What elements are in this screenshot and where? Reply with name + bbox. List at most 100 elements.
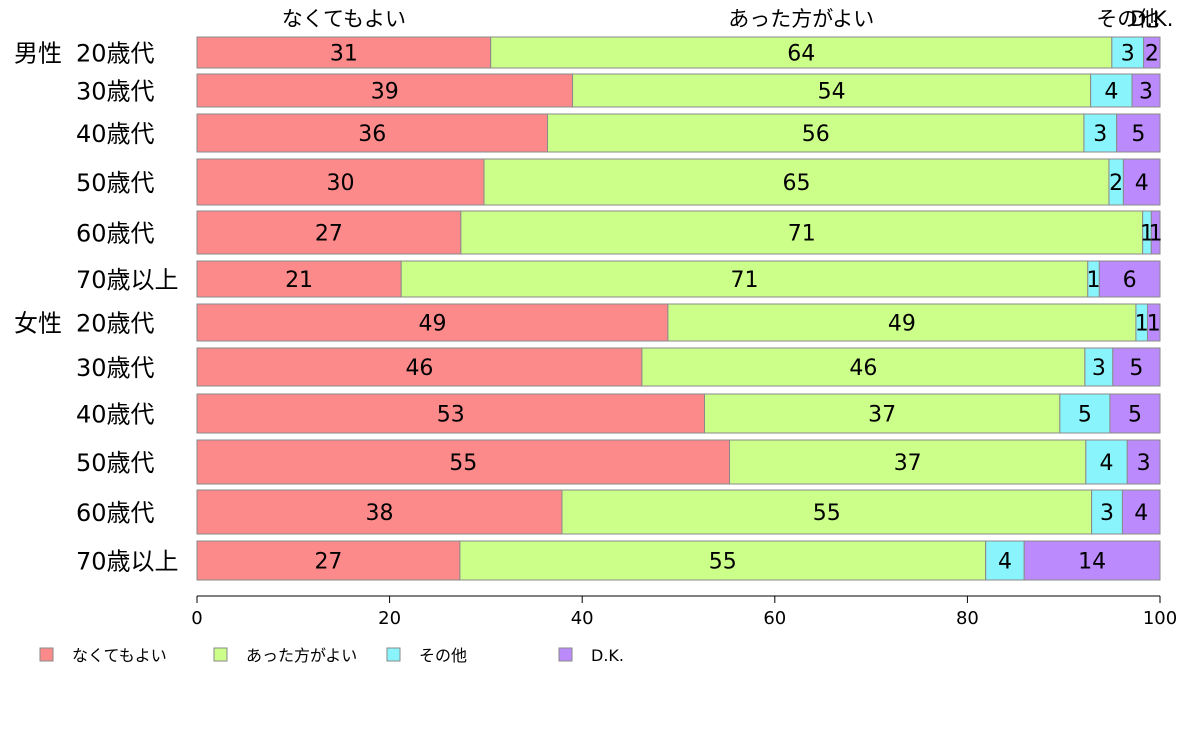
- top-series-label: あった方がよい: [728, 7, 874, 31]
- data-label: 2: [1109, 171, 1123, 196]
- category-label: 60歳代: [76, 220, 155, 248]
- bar-segment: [196, 158, 485, 206]
- data-label: 36: [358, 122, 386, 147]
- data-label: 56: [802, 122, 830, 147]
- bar-segment: [561, 489, 1093, 535]
- data-label: 5: [1131, 122, 1145, 147]
- top-series-label: その他: [1096, 7, 1159, 31]
- data-label: 27: [315, 222, 343, 247]
- bar-segment: [1122, 158, 1161, 206]
- bar-segment: [196, 210, 462, 255]
- bar-segment: [641, 347, 1086, 387]
- data-label: 31: [330, 42, 358, 67]
- bar-segment: [667, 303, 1137, 342]
- bar-segment: [704, 393, 1061, 434]
- category-label: 40歳代: [76, 120, 155, 148]
- bar-segment: [1131, 73, 1161, 108]
- data-label: 3: [1100, 501, 1114, 526]
- data-label: 30: [326, 171, 354, 196]
- category-label: 40歳代: [76, 401, 155, 429]
- bar-segment: [1126, 439, 1161, 485]
- category-label: 30歳代: [76, 78, 155, 106]
- data-label: 55: [449, 451, 477, 476]
- bar-segment: [1116, 113, 1161, 153]
- data-label: 6: [1123, 268, 1137, 293]
- bar-segment: [1112, 347, 1161, 387]
- bar-segment: [483, 158, 1110, 206]
- data-label: 3: [1137, 451, 1151, 476]
- data-label: 14: [1078, 550, 1106, 575]
- data-label: 5: [1128, 403, 1142, 428]
- data-label: 64: [787, 42, 815, 67]
- bar-segment: [1146, 303, 1161, 342]
- data-label: 54: [818, 80, 846, 105]
- data-label: 1: [1087, 268, 1101, 293]
- bar-segment: [490, 36, 1113, 69]
- bar-segment: [196, 113, 549, 153]
- bar-segment: [1121, 489, 1161, 535]
- bar-segment: [1150, 210, 1161, 255]
- data-label: 1: [1147, 312, 1161, 337]
- data-label: 4: [1100, 451, 1114, 476]
- bar-segment: [1023, 540, 1161, 581]
- category-label: 60歳代: [76, 499, 155, 527]
- bar-segment: [1083, 113, 1118, 153]
- category-label: 70歳以上: [76, 548, 179, 576]
- bar-segment: [459, 540, 987, 581]
- bar-segment: [196, 439, 731, 485]
- data-label: 71: [730, 268, 758, 293]
- group-label: 男性: [14, 40, 62, 68]
- bar-segment: [1143, 36, 1161, 69]
- bar-segment: [196, 489, 563, 535]
- category-label: 30歳代: [76, 354, 155, 382]
- x-tick-label: 40: [571, 608, 594, 629]
- legend-label: なくてもよい: [72, 646, 167, 665]
- x-axis: 0 20 40 60 80 100: [191, 595, 1177, 629]
- bar-segment: [729, 439, 1087, 485]
- data-label: 3: [1092, 356, 1106, 381]
- bar-segment: [1111, 36, 1145, 69]
- data-label: 1: [1140, 222, 1154, 247]
- data-label: 71: [788, 222, 816, 247]
- data-label: 39: [371, 80, 399, 105]
- data-label: 46: [405, 356, 433, 381]
- data-label: 27: [314, 550, 342, 575]
- x-tick-label: 100: [1143, 608, 1177, 629]
- legend-swatch: [213, 647, 228, 662]
- category-label: 70歳以上: [76, 266, 179, 294]
- data-label: 37: [868, 403, 896, 428]
- bar-segment: [196, 36, 492, 69]
- category-label: 20歳代: [76, 310, 155, 338]
- bar-segment: [1098, 260, 1161, 298]
- data-label: 49: [888, 312, 916, 337]
- bar-segment: [196, 303, 669, 342]
- bar-segment: [547, 113, 1085, 153]
- data-label: 46: [849, 356, 877, 381]
- legend-swatch: [558, 647, 573, 662]
- data-label: 55: [709, 550, 737, 575]
- data-label: 4: [998, 550, 1012, 575]
- data-label: 1: [1135, 312, 1149, 337]
- x-tick-label: 20: [378, 608, 401, 629]
- data-label: 5: [1078, 403, 1092, 428]
- legend: なくてもよい あった方がよい その他 D.K.: [39, 646, 624, 665]
- bar-segment: [196, 260, 402, 298]
- top-series-label: D.K.: [1130, 7, 1173, 31]
- data-label: 5: [1129, 356, 1143, 381]
- data-label: 55: [813, 501, 841, 526]
- bar-segment: [572, 73, 1092, 108]
- data-label: 3: [1121, 42, 1135, 67]
- data-label: 4: [1134, 501, 1148, 526]
- data-label: 49: [418, 312, 446, 337]
- legend-label: D.K.: [591, 646, 624, 665]
- category-label: 20歳代: [76, 40, 155, 68]
- data-label: 21: [285, 268, 313, 293]
- bar-segment: [1091, 489, 1123, 535]
- data-label: 1: [1149, 222, 1163, 247]
- data-label: 3: [1093, 122, 1107, 147]
- group-label: 女性: [14, 310, 62, 338]
